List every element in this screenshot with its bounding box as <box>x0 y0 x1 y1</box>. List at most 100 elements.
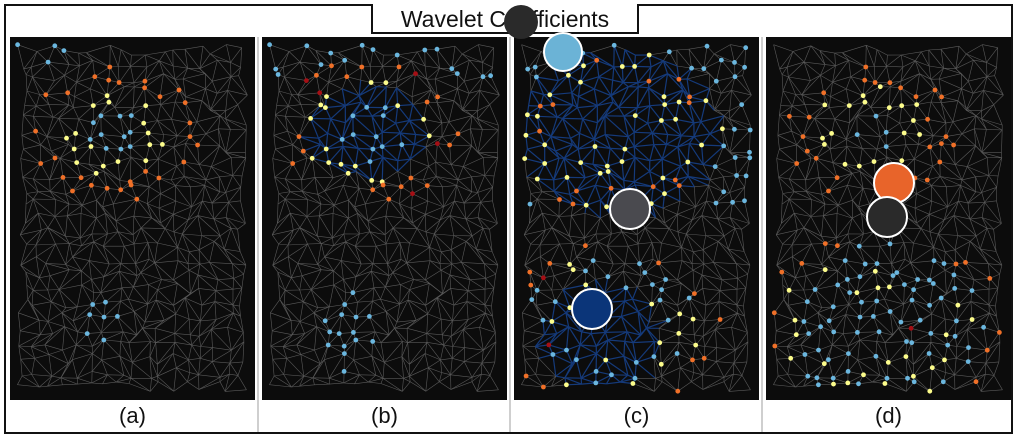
graph-edge <box>225 152 246 159</box>
graph-edge <box>103 171 108 189</box>
graph-edge <box>718 290 721 302</box>
graph-edge <box>702 249 705 265</box>
graph-edge <box>464 81 470 94</box>
graph-edge <box>551 320 569 328</box>
graph-edge <box>940 176 961 186</box>
graph-node <box>145 130 151 136</box>
graph-edge <box>315 50 332 67</box>
graph-edge <box>72 173 97 192</box>
graph-edge <box>429 233 435 248</box>
graph-edge <box>149 341 151 357</box>
graph-edge <box>189 251 201 265</box>
graph-edge <box>272 158 275 178</box>
graph-edge <box>120 263 138 276</box>
graph-edge <box>528 90 532 106</box>
graph-edge <box>914 208 917 223</box>
graph-edge <box>981 104 994 120</box>
graph-edge <box>570 137 579 150</box>
graph-edge <box>651 203 665 224</box>
graph-edge <box>177 260 189 264</box>
graph-edge <box>452 347 465 359</box>
graph-edge <box>576 353 597 361</box>
graph-edge <box>425 283 430 306</box>
graph-edge <box>426 79 438 98</box>
graph-edge <box>372 263 390 276</box>
graph-edge <box>678 101 695 124</box>
graph-edge <box>580 76 599 83</box>
graph-edge <box>90 146 107 149</box>
graph-edge <box>310 118 320 139</box>
graph-edge <box>396 87 414 106</box>
graph-edge <box>803 321 821 327</box>
graph-edge <box>465 217 479 220</box>
graph-edge <box>329 314 342 333</box>
graph-edge <box>400 279 414 285</box>
graph-edge <box>844 164 860 167</box>
graph-edge <box>371 263 374 272</box>
graph-edge <box>96 217 108 235</box>
graph-edge <box>31 333 53 347</box>
graph-edge <box>313 306 330 313</box>
graph-edge <box>380 378 384 384</box>
graph-edge <box>172 342 176 354</box>
graph-edge <box>539 229 546 246</box>
graph-edge <box>886 55 888 67</box>
graph-node <box>712 164 718 169</box>
graph-edge <box>648 87 651 106</box>
graph-edge <box>916 214 930 224</box>
graph-edge <box>662 60 680 80</box>
graph-edge <box>161 279 178 284</box>
graph-edge <box>288 243 308 257</box>
graph-edge <box>449 201 455 216</box>
graph-edge <box>461 241 467 263</box>
graph-edge <box>661 376 679 392</box>
graph-edge <box>694 186 696 207</box>
graph-edge <box>272 229 294 236</box>
graph-edge <box>955 346 958 359</box>
graph-edge <box>984 200 997 203</box>
graph-node <box>623 285 629 291</box>
graph-edge <box>576 245 586 258</box>
graph-edge <box>737 313 748 333</box>
graph-edge <box>187 67 206 74</box>
graph-edge <box>569 193 587 206</box>
graph-edge <box>88 164 105 172</box>
graph-node <box>273 66 279 72</box>
graph-edge <box>944 359 955 375</box>
graph-edge <box>723 373 734 378</box>
graph-edge <box>143 105 146 124</box>
graph-edge <box>301 191 322 205</box>
graph-edge <box>63 50 79 54</box>
graph-edge <box>849 241 866 265</box>
graph-edge <box>439 374 451 383</box>
graph-edge <box>407 299 426 306</box>
graph-edge <box>426 342 441 361</box>
graph-edge <box>132 234 135 244</box>
graph-node <box>685 159 691 165</box>
graph-edge <box>291 94 302 105</box>
graph-edge <box>731 313 738 328</box>
graph-node <box>523 132 529 138</box>
graph-edge <box>801 94 806 105</box>
graph-edge <box>675 101 680 120</box>
graph-edge <box>634 131 653 134</box>
graph-edge <box>165 51 174 67</box>
graph-edge <box>856 276 861 293</box>
graph-panel-a <box>10 37 255 400</box>
graph-node <box>619 159 625 164</box>
graph-edge <box>155 328 175 334</box>
graph-edge <box>306 216 318 237</box>
graph-edge <box>211 329 213 348</box>
graph-edge <box>875 341 877 357</box>
graph-panel-b <box>262 37 507 400</box>
graph-edge <box>793 213 798 231</box>
graph-edge <box>915 89 936 97</box>
graph-edge <box>495 265 499 275</box>
graph-edge <box>975 176 982 193</box>
graph-node <box>104 93 110 99</box>
graph-edge <box>717 218 725 237</box>
graph-edge <box>995 251 1003 266</box>
graph-edge <box>944 319 947 335</box>
graph-edge <box>296 344 315 351</box>
graph-edge <box>401 341 403 357</box>
